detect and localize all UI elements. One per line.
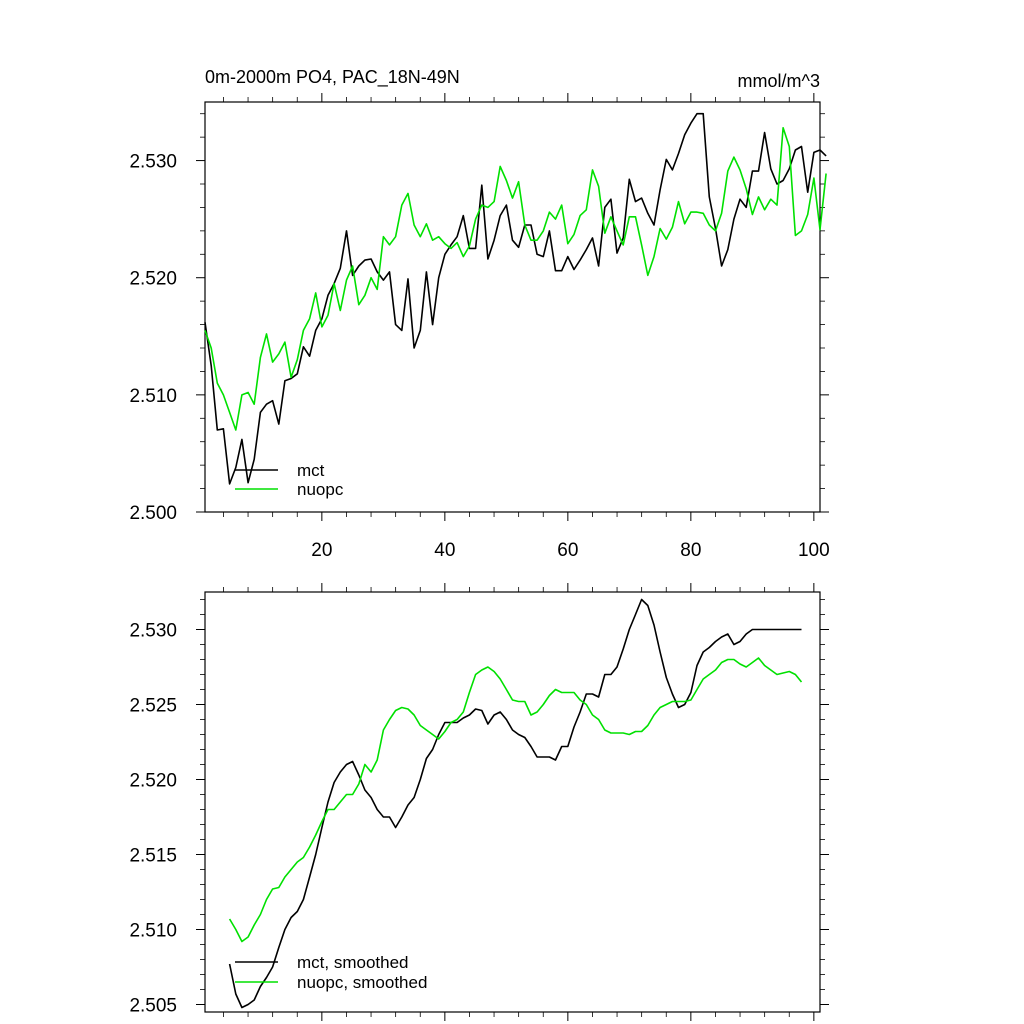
chart-title: 0m-2000m PO4, PAC_18N-49N [205,67,460,88]
bottom-plot-frame [204,591,821,1013]
y-tick-label: 2.500 [129,503,177,524]
top-legend: mct nuopc [235,461,344,499]
series-line-mct [204,112,827,485]
y-tick-label: 2.515 [129,846,177,867]
chart-units: mmol/m^3 [738,71,820,91]
y-tick-label: 2.510 [129,921,177,942]
y-tick-label: 2.530 [129,621,177,642]
y-tick-label: 2.520 [129,771,177,792]
bottom-legend: mct, smoothed nuopc, smoothed [235,953,427,992]
legend-label-mct-smoothed: mct, smoothed [297,953,409,972]
x-tick-label: 20 [311,540,332,561]
x-tick-label: 40 [434,540,455,561]
y-tick-label: 2.510 [129,386,177,407]
legend-label-nuopc: nuopc [297,480,344,499]
top-plot-frame [204,101,821,513]
x-tick-label: 100 [798,540,830,561]
y-tick-label: 2.525 [129,696,177,717]
series-line-mct-smoothed [228,598,802,1009]
series-line-nuopc [204,127,827,431]
bottom-panel: 2.505 2.510 2.515 2.520 2.525 2.530 mct, smoo… [129,583,829,1021]
y-tick-label: 2.520 [129,269,177,290]
x-tick-label: 80 [680,540,701,561]
y-tick-label: 2.530 [129,152,177,173]
legend-label-nuopc-smoothed: nuopc, smoothed [297,973,427,992]
y-tick-label: 2.505 [129,996,177,1017]
x-tick-label: 60 [557,540,578,561]
legend-label-mct: mct [297,461,325,480]
top-panel: 20 40 60 80 100 2.500 2.510 2.520 2.530 mct nuop… [129,93,830,561]
series-line-nuopc-smoothed [228,657,803,943]
